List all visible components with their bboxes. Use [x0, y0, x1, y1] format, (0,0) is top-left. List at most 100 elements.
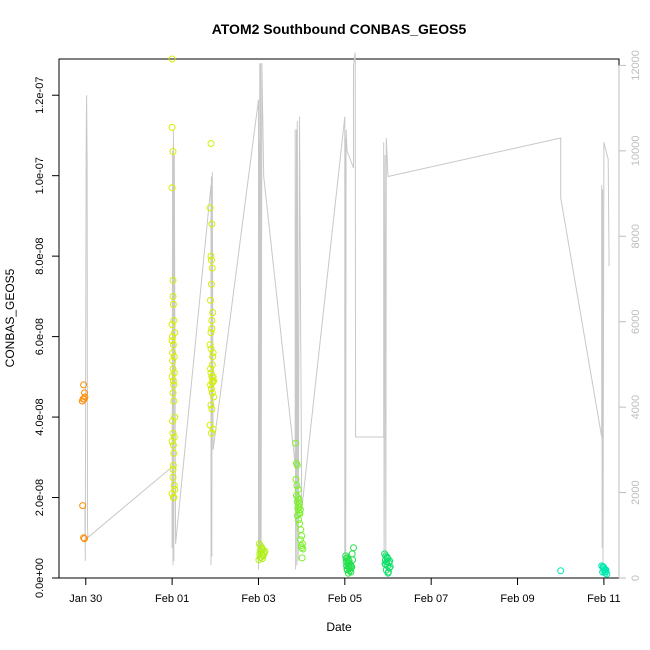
data-point [293, 482, 301, 489]
data-point [342, 555, 350, 563]
data-point [169, 461, 177, 469]
data-point [210, 393, 218, 401]
data-point [170, 317, 178, 324]
data-point [208, 317, 216, 324]
data-point [206, 204, 214, 212]
right-axis: 0 2000 4000 6000 8000 10000 12000 [618, 50, 642, 581]
data-point [292, 439, 300, 447]
data-point [81, 535, 88, 543]
x-tick-label: Feb 03 [241, 593, 275, 605]
data-point [170, 369, 178, 377]
data-point [383, 553, 391, 561]
data-point [81, 389, 88, 397]
data-point [207, 252, 215, 260]
right-tick-label: 0 [630, 575, 642, 581]
right-tick-label: 10000 [630, 136, 642, 167]
data-point [170, 494, 178, 501]
x-tick-label: Feb 09 [500, 593, 534, 605]
data-point [299, 545, 307, 553]
chart-title: ATOM2 Southbound CONBAS_GEOS5 [212, 21, 467, 37]
x-axis: Jan 30 Feb 01 Feb 03 Feb 05 Feb 07 Feb 09 Feb … [69, 577, 621, 605]
data-point [208, 325, 216, 333]
data-point [209, 373, 217, 381]
data-point [168, 55, 176, 63]
data-point [207, 140, 215, 147]
data-point [170, 353, 178, 361]
data-point [209, 309, 217, 316]
data-point [557, 567, 565, 575]
x-tick-label: Jan 30 [69, 593, 102, 605]
data-point [169, 148, 177, 155]
data-point [207, 345, 215, 353]
data-point [206, 341, 214, 349]
data-point [169, 341, 177, 349]
data-point [170, 381, 178, 389]
data-point [81, 393, 89, 401]
data-point [171, 413, 179, 421]
right-tick-label: 8000 [630, 224, 642, 248]
data-point [386, 563, 394, 571]
data-point [169, 417, 177, 425]
right-tick-label: 6000 [630, 309, 642, 333]
data-point [261, 547, 269, 555]
data-point [208, 361, 216, 369]
right-tick-label: 12000 [630, 50, 642, 81]
data-point [209, 353, 217, 361]
data-point [298, 554, 306, 562]
y-tick-label: 4.0e-08 [34, 398, 46, 435]
data-point [170, 449, 178, 457]
x-axis-label: Date [326, 620, 352, 634]
data-point [170, 482, 178, 489]
data-point [170, 433, 178, 441]
data-point [299, 540, 306, 548]
x-tick-label: Feb 01 [155, 593, 189, 605]
data-point [208, 405, 216, 413]
right-tick-label: 2000 [630, 480, 642, 504]
data-point [207, 365, 214, 373]
data-point [168, 437, 176, 445]
y-tick-label: 8.0e-08 [34, 237, 46, 274]
data-point [168, 184, 176, 192]
data-point [79, 502, 87, 510]
x-tick-label: Feb 11 [587, 593, 620, 605]
data-point [168, 123, 176, 131]
data-point [295, 509, 303, 517]
y-tick-label: 0.0e+00 [34, 558, 46, 598]
data-point [298, 544, 306, 552]
x-tick-label: Feb 05 [328, 593, 362, 605]
y-axis: 0.0e+00 2.0e-08 4.0e-08 6.0e-08 8.0e-08 1.0e-… [34, 77, 60, 598]
data-point [169, 389, 177, 397]
data-point [169, 377, 177, 385]
data-point [207, 296, 214, 304]
data-point [207, 329, 215, 337]
data-point [80, 381, 88, 389]
altitude-line [84, 52, 610, 570]
data-point [168, 321, 176, 328]
data-point [169, 465, 177, 473]
data-point [169, 292, 177, 300]
data-point [170, 397, 178, 405]
data-point [169, 349, 177, 357]
data-point [348, 563, 356, 571]
data-point [169, 333, 177, 341]
data-point [169, 429, 177, 437]
data-point [208, 264, 216, 272]
data-point [171, 329, 179, 337]
data-point [343, 565, 351, 573]
data-point [209, 425, 217, 433]
data-point [207, 369, 215, 377]
data-point [207, 401, 215, 409]
data-point [344, 569, 352, 577]
data-point [169, 276, 177, 284]
data-point [208, 389, 216, 397]
data-point [169, 300, 177, 308]
data-point [80, 534, 88, 542]
data-point [382, 561, 390, 569]
y-tick-label: 6.0e-08 [34, 318, 46, 355]
data-point [207, 429, 215, 437]
data-point [207, 280, 215, 288]
plot-frame [58, 58, 620, 579]
data-point [600, 563, 607, 571]
data-point [168, 337, 176, 345]
y-tick-label: 1.2e-07 [34, 77, 46, 114]
